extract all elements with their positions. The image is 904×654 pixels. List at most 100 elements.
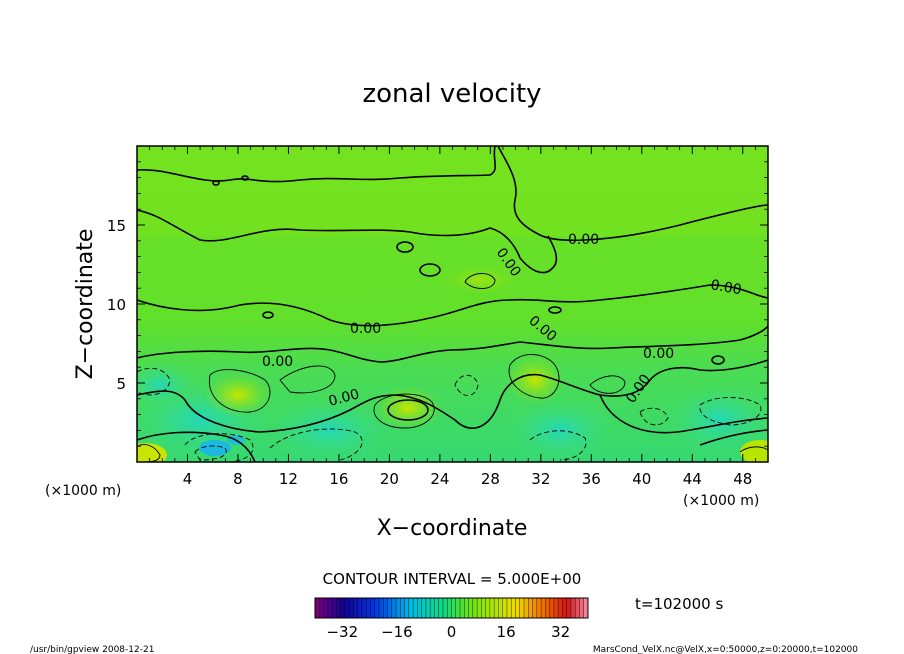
colorbar-cell (494, 598, 499, 618)
colorbar-tick-label: −16 (381, 623, 413, 641)
colorbar-cell (502, 598, 508, 618)
colorbar-cell (323, 598, 329, 618)
colorbar-cell (361, 598, 367, 618)
footer-right: MarsCond_VelX.nc@VelX,x=0:50000,z=0:2000… (593, 645, 858, 654)
colorbar-frame (314, 597, 589, 619)
x-axis-label: X−coordinate (377, 516, 528, 541)
field-positive-core (203, 373, 273, 417)
colorbar-tick-label: 32 (551, 623, 570, 641)
colorbar-tick-label: 16 (497, 623, 516, 641)
colorbar-cell (442, 598, 448, 618)
colorbar-cell (481, 598, 487, 618)
colorbar-cell (489, 598, 495, 618)
colorbar-cell (344, 598, 350, 618)
contour-label: 0.00 (568, 232, 599, 248)
x-unit-left: (×1000 m) (45, 483, 121, 499)
colorbar-cell (425, 598, 431, 618)
colorbar-cell (370, 598, 376, 618)
positive-contours (137, 273, 768, 462)
colorbar-cell (378, 598, 384, 618)
field-positive-core (505, 355, 565, 405)
y-tick-label: 10 (107, 296, 126, 314)
colorbar-cell (430, 598, 435, 618)
field-upper-band (137, 146, 768, 236)
colorbar-cell (506, 598, 512, 618)
x-axis: 4 8 12 16 20 24 28 32 36 40 44 48 (149, 146, 756, 488)
colorbar-cell (562, 598, 568, 618)
colorbar-cell (485, 598, 491, 618)
colorbar-cell (558, 598, 563, 618)
colorbar-cell (460, 598, 465, 618)
colorbar-cell (455, 598, 461, 618)
x-tick-label: 28 (481, 470, 500, 488)
field-negative-core (199, 440, 231, 456)
colorbar-cell (404, 598, 410, 618)
colorbar-cell (417, 598, 423, 618)
chart-title: zonal velocity (362, 79, 541, 109)
colorbar-cell (511, 598, 516, 618)
contour-label: 0.00 (262, 354, 293, 370)
contour-label: 0.00 (327, 386, 361, 410)
colorbar-cell (549, 598, 555, 618)
colorbar-cell (421, 598, 427, 618)
x-tick-label: 36 (582, 470, 601, 488)
zero-contours (137, 146, 768, 462)
x-tick-label: 40 (632, 470, 651, 488)
contour-interval: CONTOUR INTERVAL = 5.000E+00 (323, 570, 582, 588)
x-tick-label: 4 (183, 470, 193, 488)
colorbar-cell (315, 598, 320, 618)
colorbar-cell (545, 598, 551, 618)
x-tick-label: 32 (531, 470, 550, 488)
field-cyan-region (660, 380, 768, 460)
contour-label: 0.00 (350, 321, 381, 337)
colorbar-cell (579, 598, 585, 618)
contour-label: 0.00 (643, 346, 674, 362)
colorbar-cell (515, 598, 521, 618)
colorbar-cell (536, 598, 542, 618)
contour-label: 0.00 (709, 277, 742, 298)
colorbar-cell (464, 598, 470, 618)
colorbar-cell (353, 598, 359, 618)
colorbar-cell (498, 598, 504, 618)
colorbar-cell (451, 598, 457, 618)
colorbar-cell (366, 598, 371, 618)
colorbar-cell (336, 598, 342, 618)
colorbar-cell (319, 598, 325, 618)
negative-contours (137, 367, 762, 462)
colorbar-cell (408, 598, 414, 618)
colorbar-ticks: −32 −16 0 16 32 (326, 623, 570, 641)
colorbar-cell (387, 598, 393, 618)
colorbar-cell (349, 598, 354, 618)
colorbar-cell (400, 598, 406, 618)
field-cyan-region (500, 395, 620, 462)
colorbar-cell (566, 598, 572, 618)
colorbar-cell (575, 598, 580, 618)
colorbar-cell (391, 598, 397, 618)
time-label: t=102000 s (635, 595, 723, 613)
colorbar-cell (374, 598, 380, 618)
colorbar-cell (332, 598, 337, 618)
colorbar-cell (327, 598, 333, 618)
colorbar-cell (383, 598, 389, 618)
colorbar-cell (528, 598, 534, 618)
colorbar-cell (438, 598, 444, 618)
y-axis: 5 10 15 (107, 161, 768, 447)
x-tick-label: 16 (329, 470, 348, 488)
colorbar-cell (468, 598, 474, 618)
x-unit-right: (×1000 m) (683, 493, 759, 509)
x-tick-label: 48 (733, 470, 752, 488)
x-tick-label: 44 (683, 470, 702, 488)
colorbar-tick-label: 0 (447, 623, 457, 641)
colorbar-cell (434, 598, 440, 618)
colorbar-cell (541, 598, 546, 618)
colorbar-cell (413, 598, 418, 618)
colorbar-cell (396, 598, 401, 618)
heatmap-field (137, 146, 768, 462)
x-tick-label: 20 (380, 470, 399, 488)
field-positive-core (740, 440, 768, 462)
y-tick-label: 5 (116, 375, 126, 393)
colorbar-tick-label: −32 (326, 623, 358, 641)
footer-left: /usr/bin/gpview 2008-12-21 (30, 645, 154, 654)
colorbar (314, 598, 589, 618)
